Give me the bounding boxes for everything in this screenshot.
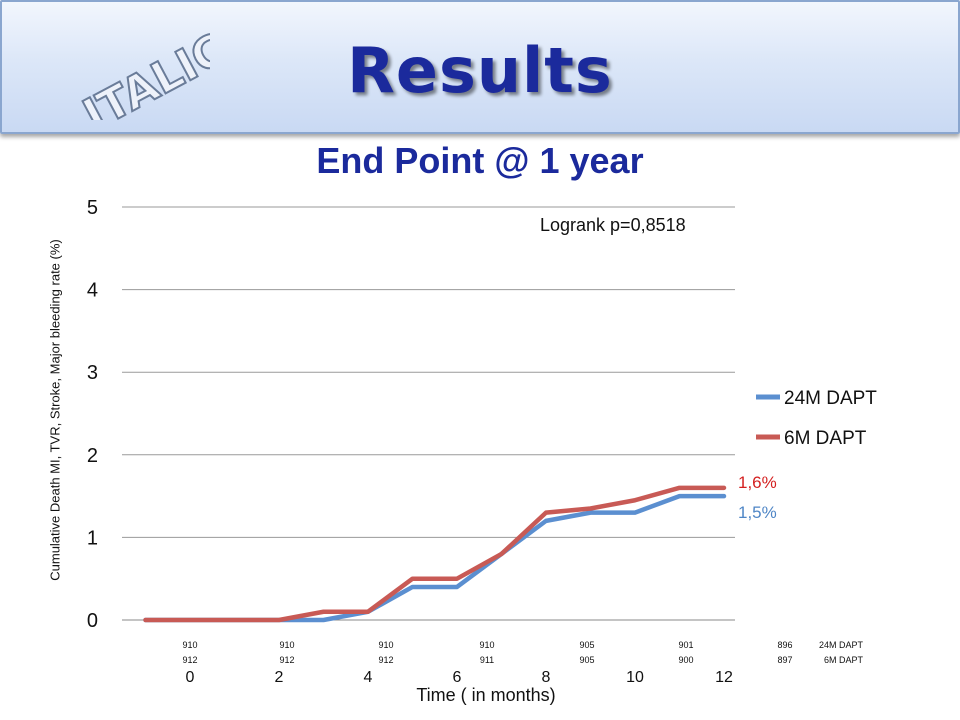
x-tick-label: 8 <box>542 669 551 686</box>
risk-value: 897 <box>777 655 792 665</box>
end-label-6m: 1,6% <box>738 473 777 492</box>
series-line-24m <box>143 493 727 623</box>
risk-value: 912 <box>182 655 197 665</box>
risk-row-label: 6M DAPT <box>824 655 864 665</box>
risk-value: 905 <box>579 655 594 665</box>
risk-row-label: 24M DAPT <box>819 640 864 650</box>
risk-value: 911 <box>480 655 494 665</box>
legend: 24M DAPT 6M DAPT <box>756 388 877 449</box>
logrank-annotation: Logrank p=0,8518 <box>540 215 686 235</box>
risk-value: 910 <box>479 640 494 650</box>
legend-label: 24M DAPT <box>784 388 877 409</box>
risk-value: 896 <box>777 640 792 650</box>
risk-value: 912 <box>378 655 393 665</box>
risk-value: 900 <box>678 655 693 665</box>
grid <box>122 206 735 621</box>
page-title: Results <box>347 34 613 107</box>
y-tick-label: 5 <box>87 197 98 219</box>
chart-subtitle: End Point @ 1 year <box>316 140 644 181</box>
x-axis-label: Time ( in months) <box>416 685 555 705</box>
y-tick-label: 3 <box>87 362 98 384</box>
risk-value: 910 <box>279 640 294 650</box>
x-tick-label: 6 <box>453 669 462 686</box>
y-tick-label: 0 <box>87 610 98 632</box>
risk-value: 910 <box>378 640 393 650</box>
x-ticks: 0 2 4 6 8 10 12 <box>186 669 733 686</box>
y-ticks: 0 1 2 3 4 5 <box>87 197 98 632</box>
risk-value: 910 <box>182 640 197 650</box>
risk-table: 910 910 910 910 905 901 896 24M DAPT 912 912 912 91… <box>182 640 863 665</box>
x-tick-label: 4 <box>364 669 373 686</box>
series-lines <box>143 485 727 623</box>
x-tick-label: 2 <box>275 669 284 686</box>
end-label-24m: 1,5% <box>738 503 777 522</box>
series-line-6m <box>143 485 727 623</box>
risk-value: 912 <box>279 655 294 665</box>
x-tick-label: 12 <box>715 669 733 686</box>
y-tick-label: 4 <box>87 280 98 302</box>
x-tick-label: 10 <box>626 669 644 686</box>
italic-logo: ITALIC <box>74 23 210 120</box>
y-tick-label: 2 <box>87 445 98 467</box>
risk-value: 905 <box>579 640 594 650</box>
title-banner <box>0 0 960 134</box>
legend-label: 6M DAPT <box>784 428 867 449</box>
y-tick-label: 1 <box>87 527 98 549</box>
x-tick-label: 0 <box>186 669 195 686</box>
risk-value: 901 <box>678 640 693 650</box>
